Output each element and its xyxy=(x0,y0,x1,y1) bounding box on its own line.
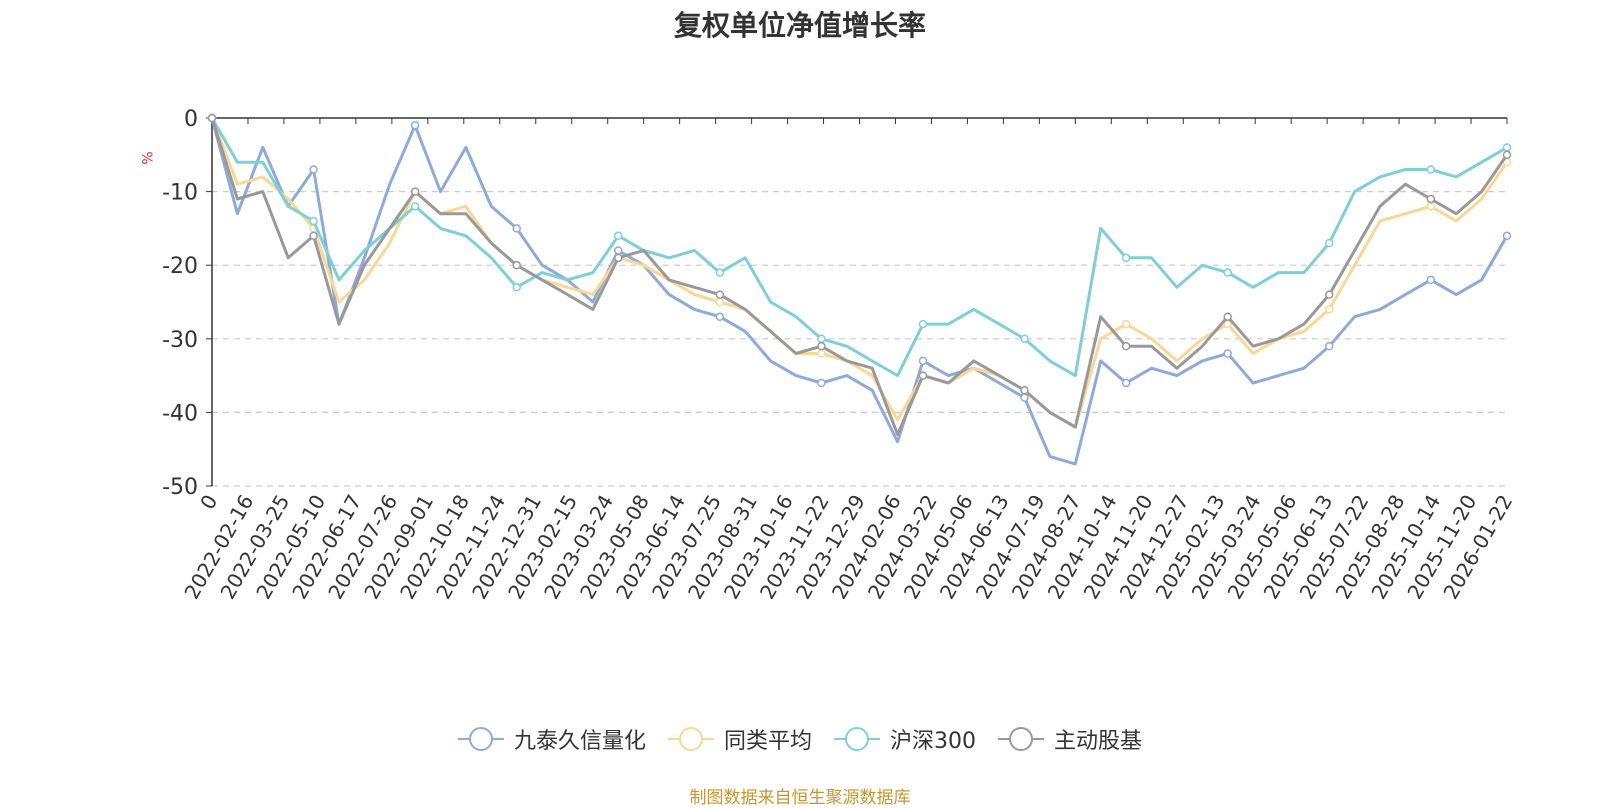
x-tick-label-0: 0 xyxy=(195,491,222,514)
series-0-point-28 xyxy=(918,356,928,366)
series-3-point-12 xyxy=(512,260,521,270)
series-2-point-20 xyxy=(715,268,725,277)
series-2-point-44 xyxy=(1325,238,1334,248)
series-0-point-36 xyxy=(1121,378,1131,388)
series-3-point-20 xyxy=(715,290,725,299)
series-line-2 xyxy=(210,117,1508,378)
series-3-point-32 xyxy=(1020,386,1029,395)
series-0 xyxy=(207,113,1512,466)
series-3-point-36 xyxy=(1121,341,1131,351)
series-0-point-12 xyxy=(512,224,521,233)
series-line-0 xyxy=(210,117,1509,466)
series-3-point-4 xyxy=(309,231,318,241)
series-lines xyxy=(207,113,1512,466)
series-3 xyxy=(207,113,1512,436)
y-tick-label-1: -10 xyxy=(162,181,198,206)
legend-marker-2 xyxy=(834,727,880,751)
series-2-point-36 xyxy=(1121,253,1131,263)
legend-item-2[interactable]: 沪深300 xyxy=(834,723,976,755)
series-0-point-24 xyxy=(817,378,826,388)
y-tick-label-3: -30 xyxy=(162,328,198,353)
legend-item-1[interactable]: 同类平均 xyxy=(667,723,812,755)
legend: 九泰久信量化 同类平均 沪深300 主动股基 xyxy=(0,723,1600,755)
series-3-point-0 xyxy=(207,113,217,123)
legend-ring-3 xyxy=(1009,727,1033,751)
y-tick-label-0: 0 xyxy=(184,107,198,132)
series-0-point-48 xyxy=(1426,275,1436,285)
legend-marker-3 xyxy=(998,727,1044,751)
legend-ring-2 xyxy=(845,727,869,751)
series-1-point-36 xyxy=(1121,319,1131,329)
legend-label-2: 沪深300 xyxy=(890,729,976,754)
series-2-point-28 xyxy=(918,319,928,329)
series-line-1 xyxy=(210,117,1509,429)
chart-title: 复权单位净值增长率 xyxy=(673,9,926,42)
series-1-point-44 xyxy=(1325,305,1334,314)
series-2-point-12 xyxy=(512,283,521,292)
legend-marker-1 xyxy=(667,727,714,751)
x-tick-labels: 02022-02-162022-03-252022-05-102022-06-1… xyxy=(179,490,1517,603)
series-2-point-16 xyxy=(614,231,623,241)
series-3-point-24 xyxy=(817,341,826,351)
legend-ring-1 xyxy=(678,727,703,751)
series-3-point-48 xyxy=(1426,194,1436,204)
series-2-point-40 xyxy=(1223,268,1232,277)
legend-marker-0 xyxy=(457,727,504,751)
legend-label-1: 同类平均 xyxy=(723,729,812,754)
series-2-point-51 xyxy=(1502,143,1512,152)
y-tick-label-4: -40 xyxy=(162,401,198,426)
series-1-point-20 xyxy=(715,297,725,307)
series-0-point-8 xyxy=(410,121,420,130)
series-2-point-8 xyxy=(410,202,420,211)
series-1 xyxy=(207,113,1512,429)
series-0-point-40 xyxy=(1223,349,1232,358)
grid-lines xyxy=(212,191,1507,487)
series-0-point-4 xyxy=(309,165,318,174)
series-3-point-28 xyxy=(918,371,928,380)
series-line-3 xyxy=(210,117,1509,436)
series-3-point-8 xyxy=(410,187,420,196)
series-1-point-24 xyxy=(817,349,826,358)
series-0-point-44 xyxy=(1325,341,1334,351)
series-3-point-40 xyxy=(1223,312,1232,321)
legend-item-3[interactable]: 主动股基 xyxy=(998,723,1142,755)
series-1-point-48 xyxy=(1426,202,1436,211)
series-3-point-44 xyxy=(1325,290,1334,299)
series-2-point-32 xyxy=(1020,334,1029,344)
series-3-point-51 xyxy=(1502,150,1512,160)
legend-ring-0 xyxy=(468,727,493,751)
series-2-point-24 xyxy=(817,334,826,344)
legend-item-0[interactable]: 九泰久信量化 xyxy=(457,723,646,755)
series-0-point-20 xyxy=(715,312,725,321)
y-tick-label-5: -50 xyxy=(162,475,198,500)
series-2-point-4 xyxy=(309,216,318,226)
axes xyxy=(206,117,1508,487)
series-0-point-32 xyxy=(1020,393,1029,402)
data-source-note: 制图数据来自恒生聚源数据库 xyxy=(689,788,911,808)
series-0-point-16 xyxy=(614,246,623,255)
y-tick-label-2: -20 xyxy=(162,254,198,279)
series-2-point-48 xyxy=(1426,165,1436,174)
legend-label-0: 九泰久信量化 xyxy=(513,729,646,754)
series-3-point-16 xyxy=(614,253,623,263)
legend-label-3: 主动股基 xyxy=(1054,729,1143,754)
y-tick-labels: 0 -10 -20 -30 -40 -50 xyxy=(162,107,198,500)
series-0-point-51 xyxy=(1502,231,1512,241)
